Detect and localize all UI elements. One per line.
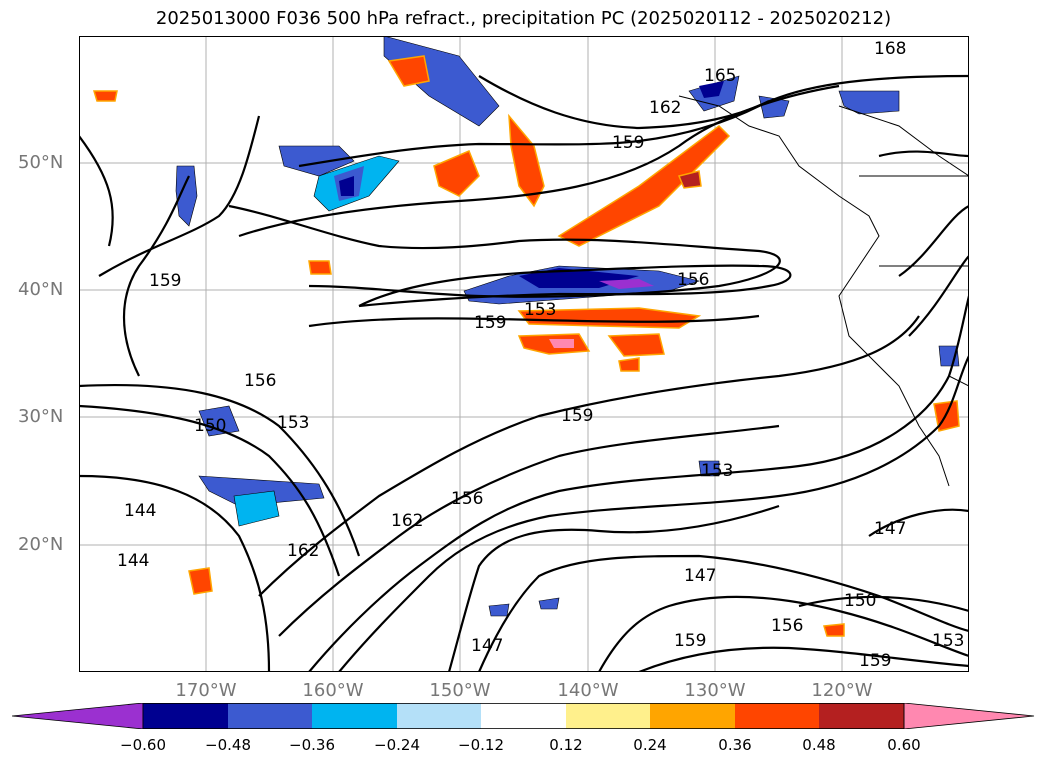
contour-label: 150 — [844, 591, 876, 611]
contour-label: 153 — [932, 631, 964, 651]
colorbar-svg — [11, 702, 1035, 730]
contour-label: 168 — [874, 39, 906, 59]
contour-label: 150 — [194, 416, 226, 436]
contour-label: 159 — [859, 651, 891, 671]
lon-label-140w: 140°W — [557, 680, 619, 701]
lon-label-160w: 160°W — [302, 680, 364, 701]
colorbar-tick: −0.24 — [374, 736, 420, 754]
colorbar-swatch — [143, 703, 228, 729]
colorbar-swatch — [819, 703, 904, 729]
contour-label: 162 — [391, 511, 423, 531]
contour-labels: 168 165 162 159 159 156 153 159 156 153 … — [117, 39, 964, 671]
map-frame — [79, 36, 969, 672]
colorbar-tick: 0.36 — [718, 736, 752, 754]
colorbar — [11, 702, 1035, 733]
lat-label-40n: 40°N — [18, 279, 64, 300]
contour-label: 159 — [612, 133, 644, 153]
map-canvas: 168 165 162 159 159 156 153 159 156 153 … — [79, 36, 969, 672]
contour-label: 165 — [704, 66, 736, 86]
contour-label: 162 — [649, 98, 681, 118]
lon-label-130w: 130°W — [684, 680, 746, 701]
colorbar-extend-max — [903, 702, 1035, 730]
contour-label: 153 — [524, 300, 556, 320]
colorbar-swatch — [228, 703, 312, 729]
precip-shading — [92, 36, 960, 637]
colorbar-swatch — [735, 703, 819, 729]
height-contours — [79, 74, 969, 672]
coastlines — [678, 95, 969, 487]
colorbar-swatch — [481, 703, 566, 729]
colorbar-swatch — [312, 703, 397, 729]
colorbar-tick: 0.48 — [802, 736, 836, 754]
contour-label: 159 — [474, 313, 506, 333]
colorbar-swatch — [397, 703, 481, 729]
contour-label: 153 — [277, 413, 309, 433]
contour-label: 147 — [874, 519, 906, 539]
contour-label: 162 — [287, 541, 319, 561]
contour-label: 159 — [561, 406, 593, 426]
lon-label-150w: 150°W — [429, 680, 491, 701]
map-panel: 168 165 162 159 159 156 153 159 156 153 … — [79, 36, 969, 672]
lat-label-30n: 30°N — [18, 406, 64, 427]
contour-label: 153 — [701, 461, 733, 481]
contour-label: 144 — [117, 551, 149, 571]
colorbar-extend-min — [11, 702, 144, 730]
contour-label: 159 — [149, 271, 181, 291]
lat-label-20n: 20°N — [18, 534, 64, 555]
contour-label: 144 — [124, 501, 156, 521]
contour-label: 156 — [451, 489, 483, 509]
map-title: 2025013000 F036 500 hPa refract., precip… — [155, 8, 892, 29]
colorbar-frame — [142, 703, 905, 729]
colorbar-tick: 0.12 — [549, 736, 583, 754]
contour-label: 159 — [674, 631, 706, 651]
contour-label: 147 — [471, 636, 503, 656]
colorbar-tick: 0.24 — [633, 736, 667, 754]
contour-label: 147 — [684, 566, 716, 586]
lon-label-120w: 120°W — [811, 680, 873, 701]
colorbar-swatch — [566, 703, 650, 729]
colorbar-tick: −0.60 — [120, 736, 166, 754]
colorbar-tick: −0.48 — [205, 736, 251, 754]
contour-label: 156 — [244, 371, 276, 391]
colorbar-tick: −0.12 — [458, 736, 504, 754]
colorbar-tick: −0.36 — [289, 736, 335, 754]
colorbar-swatch — [650, 703, 735, 729]
colorbar-tick: 0.60 — [887, 736, 921, 754]
contour-label: 156 — [677, 270, 709, 290]
lat-label-50n: 50°N — [18, 152, 64, 173]
contour-label: 156 — [771, 616, 803, 636]
lon-label-170w: 170°W — [175, 680, 237, 701]
graticule — [79, 36, 969, 672]
